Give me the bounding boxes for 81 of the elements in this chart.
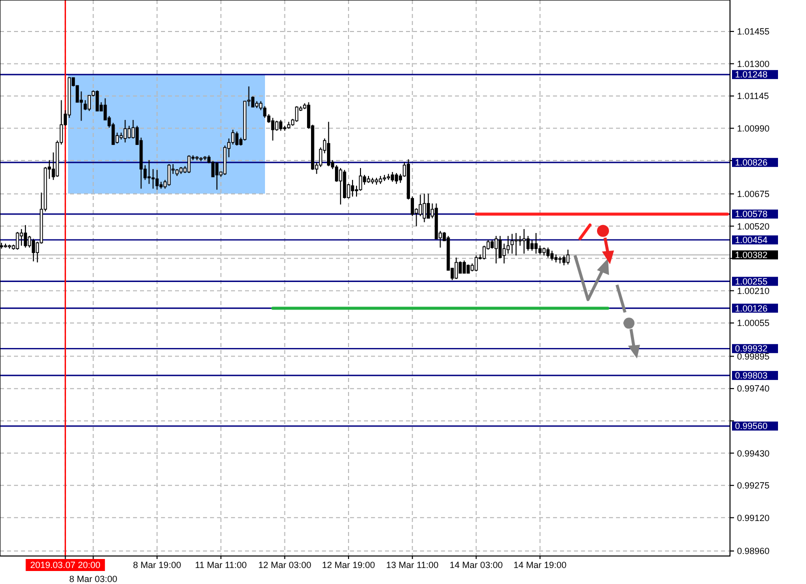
y-tick-label: 1.00055	[737, 318, 770, 328]
y-tick-label: 1.01145	[737, 91, 769, 102]
candlestick	[211, 160, 215, 178]
x-tick-label: 13 Mar 11:00	[386, 560, 439, 570]
ref-line-label: 1.00826	[735, 158, 768, 168]
candlestick	[167, 164, 171, 186]
candlestick	[32, 238, 36, 262]
candlestick	[502, 243, 506, 264]
x-tick-label: 14 Mar 19:00	[513, 560, 567, 570]
candlestick	[462, 260, 466, 274]
candlestick	[526, 235, 530, 252]
candlestick	[187, 154, 191, 174]
y-tick-label: 0.99430	[737, 448, 770, 458]
candlestick	[562, 255, 566, 266]
ref-line-label: 0.99932	[735, 344, 768, 354]
candlestick	[518, 235, 522, 246]
candlestick	[530, 239, 534, 252]
candlestick	[151, 168, 155, 190]
y-tick-label: 0.98960	[737, 546, 770, 556]
x-tick-label: 12 Mar 03:00	[258, 560, 312, 570]
candlestick	[534, 232, 538, 254]
x-tick-label: 8 Mar 03:00	[69, 574, 118, 584]
candlestick	[514, 232, 518, 256]
y-tick-label: 0.99895	[737, 351, 770, 362]
x-tick-label: 11 Mar 11:00	[195, 560, 247, 570]
ref-line-label: 0.99803	[735, 370, 768, 381]
candlestick	[522, 228, 526, 254]
candlestick	[494, 235, 498, 264]
candlestick	[394, 172, 398, 184]
candlestick	[510, 233, 514, 254]
candlestick	[454, 257, 458, 280]
candlestick	[235, 131, 238, 146]
candlestick	[338, 168, 342, 205]
candlestick	[88, 94, 91, 112]
candlestick	[327, 121, 330, 167]
candlestick	[498, 235, 502, 258]
ref-line-label: 1.01248	[735, 70, 768, 80]
y-tick-label: 1.00210	[737, 286, 770, 296]
ref-line-label: 1.00255	[735, 276, 768, 286]
ref-line-label: 1.00126	[735, 303, 768, 314]
candlestick	[358, 168, 362, 192]
candlestick	[20, 228, 24, 246]
candlestick	[124, 119, 127, 143]
candlestick	[550, 250, 554, 262]
candlestick	[295, 106, 298, 122]
y-tick-label: 0.99120	[737, 512, 770, 523]
y-tick-label: 0.99275	[737, 480, 770, 491]
candlestick	[350, 179, 354, 198]
candlestick	[422, 193, 426, 223]
x-tick-label: 14 Mar 03:00	[450, 560, 503, 570]
candlestick	[24, 224, 28, 248]
candlestick	[334, 164, 338, 182]
ref-line-label: 1.00578	[735, 209, 768, 220]
x-tick-label: 8 Mar 19:00	[133, 560, 182, 570]
ref-line-label: 0.99560	[735, 421, 768, 432]
candlestick	[474, 255, 478, 272]
candlestick	[390, 172, 394, 182]
candlestick	[418, 194, 422, 217]
y-tick-label: 1.00520	[737, 221, 770, 232]
x-tick-label: 2019.03.07 20:00	[30, 560, 100, 570]
candlestick	[566, 249, 570, 265]
candlestick	[215, 162, 218, 190]
x-tick-label: 12 Mar 19:00	[322, 560, 376, 570]
y-tick-label: 1.01455	[737, 26, 770, 37]
ref-line-label: 1.00382	[735, 250, 768, 260]
candlestick	[96, 90, 99, 112]
ref-line-label: 1.00454	[735, 235, 768, 246]
y-tick-label: 1.00990	[737, 123, 770, 134]
candlestick	[275, 120, 278, 132]
candlestick	[231, 129, 234, 146]
candlestick	[546, 247, 550, 258]
candlestick	[426, 193, 430, 219]
y-tick-label: 1.01300	[737, 58, 770, 69]
candlestick	[128, 125, 131, 139]
candlestick	[271, 117, 274, 142]
candlestick	[279, 119, 282, 132]
candlestick	[506, 235, 510, 254]
y-tick-label: 0.99740	[737, 384, 770, 394]
candlestick	[155, 169, 159, 190]
candlestick	[16, 231, 20, 250]
y-tick-label: 1.00675	[737, 189, 770, 200]
